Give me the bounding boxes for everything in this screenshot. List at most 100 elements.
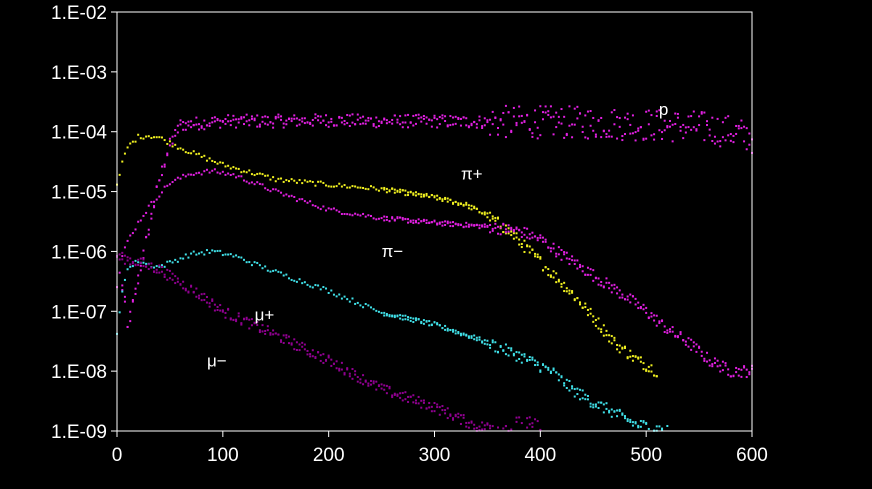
data-point: [362, 374, 365, 377]
data-point: [605, 135, 608, 138]
data-point: [631, 421, 634, 424]
data-point: [414, 319, 417, 322]
data-point: [171, 181, 174, 184]
data-point: [724, 116, 727, 119]
data-point: [608, 411, 611, 414]
data-point: [581, 306, 584, 309]
data-point: [465, 201, 468, 204]
data-point: [441, 221, 444, 224]
data-point: [653, 133, 656, 136]
data-point: [494, 116, 497, 119]
data-point: [301, 182, 304, 185]
data-point: [438, 413, 441, 416]
data-point: [383, 118, 386, 121]
data-point: [531, 236, 534, 239]
data-point: [602, 285, 605, 288]
data-point: [735, 366, 738, 369]
data-point: [634, 131, 637, 134]
data-point: [512, 232, 515, 235]
data-point: [740, 127, 743, 130]
data-point: [557, 373, 560, 376]
data-point: [518, 243, 521, 246]
data-point: [549, 372, 552, 375]
data-point: [227, 114, 230, 117]
data-point: [203, 253, 206, 256]
data-point: [266, 188, 269, 191]
data-point: [290, 178, 293, 181]
data-point: [491, 339, 494, 342]
data-point: [330, 289, 333, 292]
data-point: [409, 190, 412, 193]
data-point: [163, 163, 166, 166]
data-point: [743, 125, 746, 128]
data-point: [452, 225, 455, 228]
data-point: [351, 185, 354, 188]
data-point: [377, 217, 380, 220]
data-point: [679, 331, 682, 334]
data-point: [428, 195, 431, 198]
data-point: [322, 361, 325, 364]
data-point: [571, 259, 574, 262]
data-point: [745, 148, 748, 151]
data-point: [552, 133, 555, 136]
data-point: [618, 408, 621, 411]
data-point: [573, 388, 576, 391]
data-point: [655, 314, 658, 317]
data-point: [425, 116, 428, 119]
data-point: [182, 148, 185, 151]
data-point: [150, 262, 153, 265]
data-point: [425, 192, 428, 195]
data-point: [377, 310, 380, 313]
data-point: [581, 130, 584, 133]
data-point: [444, 198, 447, 201]
data-point: [322, 119, 325, 122]
data-point: [618, 289, 621, 292]
data-point: [610, 342, 613, 345]
data-point: [518, 105, 521, 108]
data-point: [581, 270, 584, 273]
data-point: [470, 208, 473, 211]
data-point: [613, 123, 616, 126]
data-point: [446, 220, 449, 223]
data-point: [692, 110, 695, 113]
data-point: [441, 198, 444, 201]
data-point: [166, 278, 169, 281]
data-point: [123, 246, 126, 249]
data-point: [248, 182, 251, 185]
data-point: [486, 212, 489, 215]
data-point: [134, 228, 137, 231]
data-point: [208, 302, 211, 305]
data-point: [512, 237, 515, 240]
data-point: [121, 251, 124, 254]
data-point: [137, 282, 140, 285]
data-point: [311, 204, 314, 207]
y-tick-label: 1.E-06: [51, 242, 107, 263]
data-point: [118, 253, 121, 256]
data-point: [317, 119, 320, 122]
data-point: [338, 210, 341, 213]
data-point: [489, 219, 492, 222]
data-point: [563, 136, 566, 139]
data-point: [256, 324, 259, 327]
data-point: [243, 179, 245, 182]
data-point: [290, 120, 293, 123]
data-point: [563, 382, 566, 385]
data-point: [383, 384, 386, 387]
data-point: [346, 298, 349, 301]
data-point: [536, 256, 539, 259]
data-point: [401, 314, 404, 317]
data-point: [166, 154, 169, 157]
data-point: [235, 254, 238, 257]
data-point: [404, 391, 407, 394]
data-point: [211, 298, 214, 301]
data-point: [227, 164, 230, 167]
data-point: [560, 375, 563, 378]
data-point: [475, 207, 478, 210]
data-point: [338, 116, 341, 119]
data-point: [195, 172, 198, 175]
data-point: [311, 286, 314, 289]
data-point: [412, 321, 415, 324]
data-point: [200, 126, 203, 129]
data-point: [250, 115, 253, 118]
series-0: [121, 104, 753, 329]
